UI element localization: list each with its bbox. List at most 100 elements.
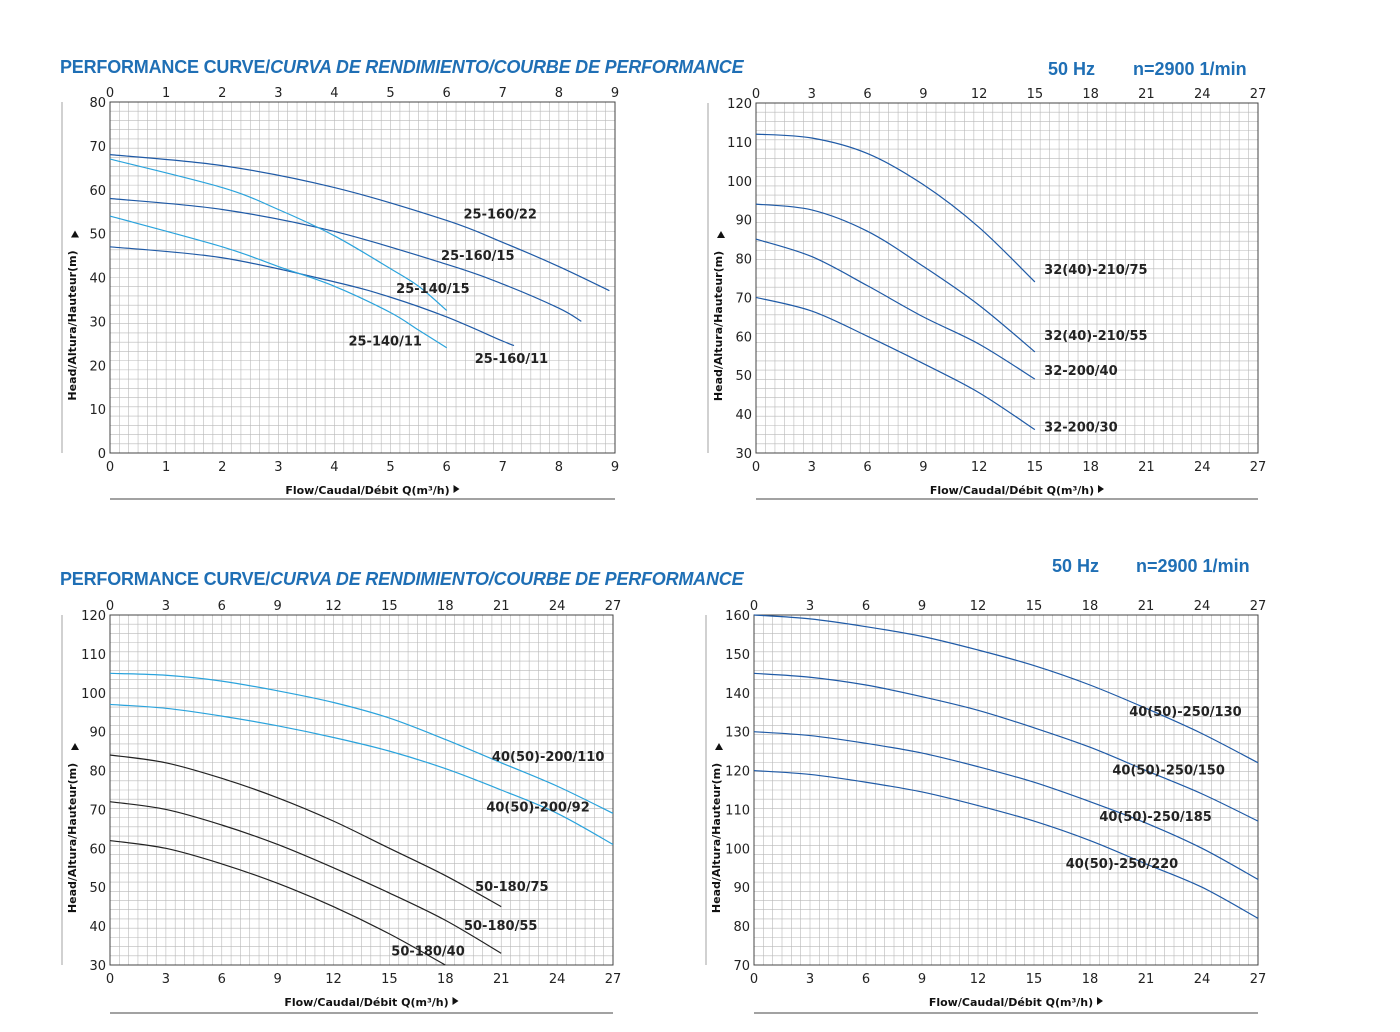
title-bottom-main: PERFORMANCE CURVE/ — [60, 569, 271, 589]
plot-frame — [109, 101, 616, 454]
x-tick-label: 27 — [1250, 972, 1267, 987]
y-tick-label: 100 — [727, 175, 752, 190]
series-label: 32-200/30 — [1044, 421, 1117, 436]
x-tick-label-top: 6 — [218, 599, 226, 614]
y-tick-label: 30 — [89, 959, 106, 974]
x-tick-label: 15 — [381, 972, 398, 987]
series-line-40(50)-200/110 — [109, 672, 614, 814]
series-line-50-180/55 — [109, 801, 502, 954]
y-tick-label: 30 — [735, 447, 752, 462]
series-line-40(50)-250/150 — [753, 672, 1259, 822]
x-tick-label: 18 — [1082, 460, 1099, 475]
title-top-main: PERFORMANCE CURVE/ — [60, 57, 271, 77]
x-tick-label: 18 — [1082, 972, 1099, 987]
y-tick-label: 100 — [725, 842, 750, 857]
y-tick-label: 10 — [89, 403, 106, 418]
title-bottom-italic: CURVA DE RENDIMIENTO/COURBE DE PERFORMAN… — [270, 569, 744, 589]
plot-frame — [109, 614, 614, 966]
x-tick-label: 21 — [1138, 972, 1155, 987]
x-tick-label: 15 — [1026, 972, 1043, 987]
y-tick-label: 110 — [727, 136, 752, 151]
x-tick-label: 21 — [493, 972, 510, 987]
x-tick-label-top: 15 — [1026, 599, 1043, 614]
y-tick-label: 50 — [735, 369, 752, 384]
chart-3: 0 0 3 3 6 6 9 9 12 12 15 15 18 18 21 21 24 24 27 27 30 40 50 60… — [61, 599, 622, 1014]
x-tick-label-top: 12 — [970, 599, 987, 614]
x-tick-label-top: 3 — [806, 599, 814, 614]
series-line-40(50)-250/185 — [753, 731, 1259, 880]
x-tick-label: 9 — [611, 460, 619, 475]
x-tick-label: 6 — [218, 972, 226, 987]
x-tick-label-top: 9 — [918, 599, 926, 614]
plot-frame — [755, 102, 1259, 454]
x-tick-label: 9 — [919, 460, 927, 475]
y-tick-label: 90 — [89, 726, 106, 741]
chart-1: 0011223344556677889901020304050607080Hea… — [61, 86, 619, 500]
x-tick-label-top: 24 — [549, 599, 566, 614]
title-top: PERFORMANCE CURVE/CURVA DE RENDIMIENTO/C… — [60, 57, 744, 78]
y-axis-title: Head/Altura/Hauteur(m) — [66, 763, 79, 913]
series-label: 40(50)-200/92 — [486, 800, 589, 815]
x-tick-label-top: 0 — [106, 86, 114, 101]
series-line-32-200/40 — [755, 238, 1036, 380]
series-label: 40(50)-250/220 — [1066, 857, 1178, 872]
series-label: 40(50)-200/110 — [492, 750, 604, 765]
x-tick-label: 8 — [555, 460, 563, 475]
series-line-32(40)-210/55 — [755, 203, 1036, 353]
x-tick-label: 3 — [162, 972, 170, 987]
x-tick-label-top: 8 — [555, 86, 563, 101]
x-tick-label: 24 — [549, 972, 566, 987]
x-tick-label: 18 — [437, 972, 454, 987]
series-label: 32(40)-210/55 — [1044, 329, 1147, 344]
series-label: 32(40)-210/75 — [1044, 263, 1147, 278]
x-tick-label-top: 21 — [1138, 87, 1155, 102]
x-tick-label-top: 12 — [971, 87, 988, 102]
plot-frame — [753, 614, 1259, 966]
y-tick-label: 70 — [89, 140, 106, 155]
series-line-50-180/75 — [109, 754, 502, 908]
x-tick-label-top: 1 — [162, 86, 170, 101]
x-tick-label: 12 — [325, 972, 342, 987]
x-tick-label: 0 — [750, 972, 758, 987]
y-tick-label: 40 — [89, 920, 106, 935]
x-tick-label-top: 6 — [862, 599, 870, 614]
title-top-italic: CURVA DE RENDIMIENTO/COURBE DE PERFORMAN… — [270, 57, 744, 77]
x-tick-label-top: 6 — [863, 87, 871, 102]
x-tick-label-top: 6 — [443, 86, 451, 101]
x-axis-title: Flow/Caudal/Débit Q(m³/h) — [930, 484, 1094, 497]
y-axis-title: Head/Altura/Hauteur(m) — [712, 251, 725, 401]
x-axis-title: Flow/Caudal/Débit Q(m³/h) — [284, 996, 448, 1009]
y-tick-label: 140 — [725, 687, 750, 702]
y-tick-label: 60 — [89, 842, 106, 857]
y-tick-label: 80 — [735, 253, 752, 268]
x-tick-label: 12 — [970, 972, 987, 987]
series-label: 25-160/15 — [441, 249, 514, 264]
y-tick-label: 40 — [735, 408, 752, 423]
series-label: 32-200/40 — [1044, 364, 1117, 379]
y-axis-arrow-icon — [71, 743, 79, 750]
y-tick-label: 60 — [89, 184, 106, 199]
series-label: 50-180/75 — [475, 880, 548, 895]
x-tick-label: 27 — [605, 972, 622, 987]
x-tick-label-top: 27 — [1250, 87, 1267, 102]
x-tick-label-top: 5 — [386, 86, 394, 101]
y-axis-title: Head/Altura/Hauteur(m) — [710, 763, 723, 913]
x-tick-label-top: 24 — [1194, 599, 1211, 614]
x-tick-label-top: 21 — [1138, 599, 1155, 614]
y-tick-label: 130 — [725, 726, 750, 741]
y-tick-label: 60 — [735, 330, 752, 345]
x-tick-label-top: 0 — [106, 599, 114, 614]
y-axis-arrow-icon — [717, 231, 725, 238]
x-tick-label: 0 — [752, 460, 760, 475]
x-tick-label: 6 — [863, 460, 871, 475]
x-tick-label-top: 0 — [752, 87, 760, 102]
x-axis-title: Flow/Caudal/Débit Q(m³/h) — [929, 996, 1093, 1009]
x-tick-label-top: 4 — [330, 86, 338, 101]
x-tick-label-top: 27 — [605, 599, 622, 614]
x-tick-label: 0 — [106, 972, 114, 987]
y-tick-label: 40 — [89, 272, 106, 287]
y-tick-label: 80 — [733, 920, 750, 935]
y-tick-label: 90 — [735, 214, 752, 229]
series-line-40(50)-250/130 — [753, 614, 1259, 764]
x-tick-label-top: 9 — [274, 599, 282, 614]
